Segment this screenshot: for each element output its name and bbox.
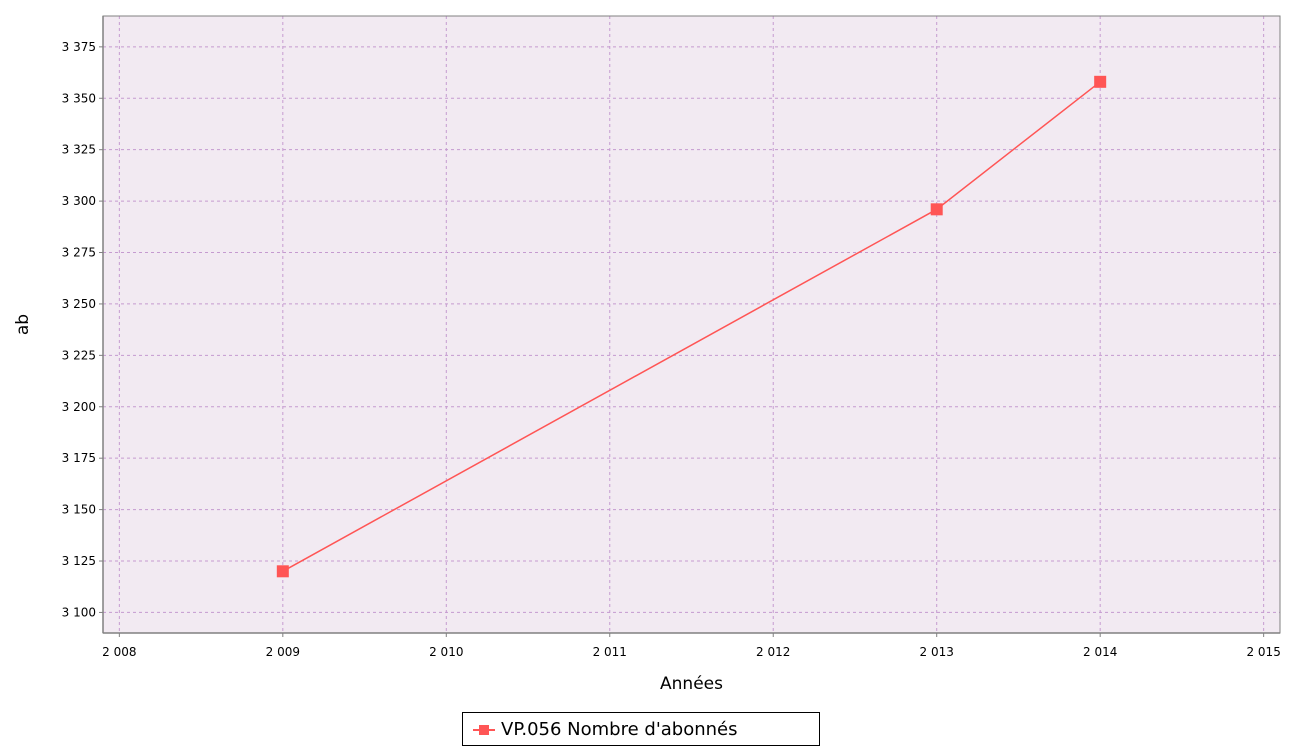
data-point xyxy=(276,565,289,578)
grid-lines xyxy=(103,16,1280,633)
x-tick-label: 2 014 xyxy=(1083,645,1117,659)
y-tick-label: 3 200 xyxy=(62,400,96,414)
x-tick-label: 2 015 xyxy=(1246,645,1280,659)
y-tick-label: 3 275 xyxy=(62,246,96,260)
axes xyxy=(102,15,1281,634)
plot-area xyxy=(103,16,1280,633)
series-group xyxy=(276,75,1107,578)
y-axis-ticks: 3 100 3 125 3 150 3 175 3 200 3 225 3 250 3 275… xyxy=(62,40,103,619)
x-tick-label: 2 009 xyxy=(266,645,300,659)
data-point xyxy=(1094,75,1107,88)
legend-series-symbol xyxy=(473,722,495,736)
x-tick-label: 2 011 xyxy=(593,645,627,659)
y-tick-label: 3 100 xyxy=(62,605,96,619)
y-tick-label: 3 300 xyxy=(62,194,96,208)
x-tick-label: 2 008 xyxy=(102,645,136,659)
y-tick-label: 3 250 xyxy=(62,297,96,311)
y-tick-label: 3 125 xyxy=(62,554,96,568)
legend-label: VP.056 Nombre d'abonnés xyxy=(501,718,738,740)
y-tick-label: 3 150 xyxy=(62,503,96,517)
y-tick-label: 3 175 xyxy=(62,451,96,465)
x-tick-label: 2 012 xyxy=(756,645,790,659)
y-tick-label: 3 225 xyxy=(62,348,96,362)
x-tick-label: 2 013 xyxy=(920,645,954,659)
legend: VP.056 Nombre d'abonnés xyxy=(462,712,820,746)
x-axis-ticks: 2 008 2 009 2 010 2 011 2 012 2 013 2 014 2 015 xyxy=(102,633,1281,659)
y-axis-title: ab xyxy=(13,314,33,335)
x-axis-title: Années xyxy=(660,674,723,694)
legend-square-marker xyxy=(479,725,489,735)
y-tick-label: 3 350 xyxy=(62,91,96,105)
x-tick-label: 2 010 xyxy=(429,645,463,659)
data-point xyxy=(930,203,943,216)
y-tick-label: 3 375 xyxy=(62,40,96,54)
y-tick-label: 3 325 xyxy=(62,143,96,157)
